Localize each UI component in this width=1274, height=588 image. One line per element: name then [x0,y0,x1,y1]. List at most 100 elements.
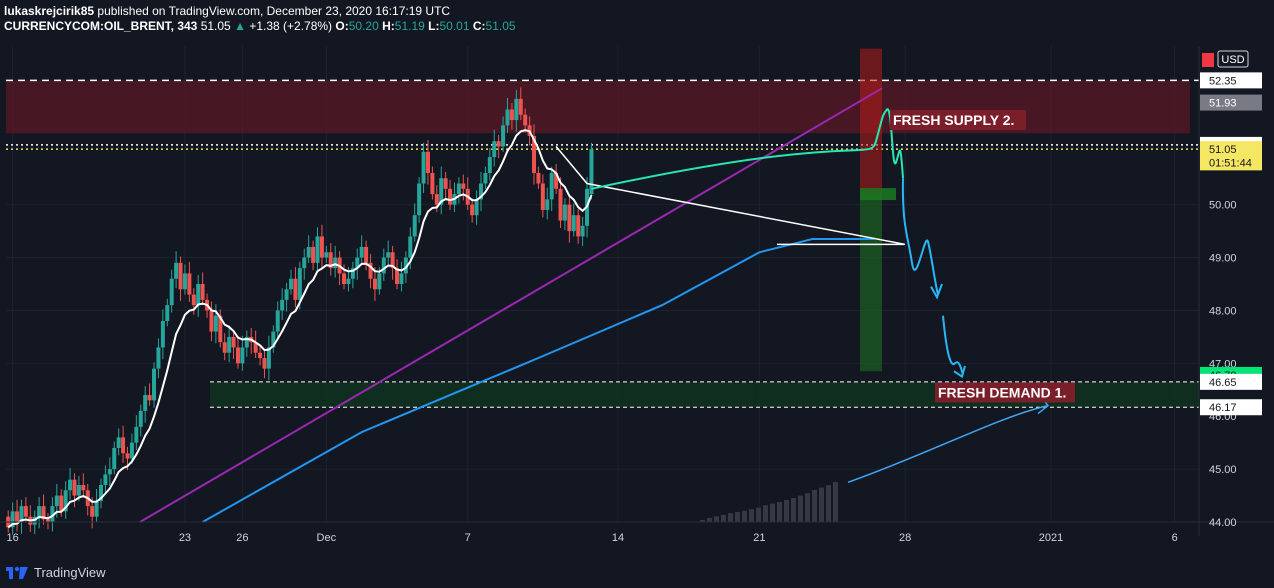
candle [227,325,232,363]
candle [284,282,289,312]
candle-body [417,183,422,216]
candle-body [514,98,519,121]
take-profit-box [860,194,882,372]
candle-body [165,305,170,322]
volume-bar [784,500,789,522]
candle-body [549,172,554,200]
candle-body [37,506,42,517]
volume-bar [721,514,726,522]
candle [200,272,205,306]
candle [196,275,201,317]
candle-body [297,268,302,300]
candle-body [470,204,475,216]
candle-body [134,426,139,443]
time-tick-label: 21 [753,532,765,544]
candle-body [474,199,479,216]
candle [536,166,541,189]
close-label: C: [472,19,486,33]
tradingview-brand[interactable]: TradingView [34,564,106,580]
candle-body [94,500,99,517]
volume-bar [805,493,810,522]
candle [355,248,360,280]
candle-body [288,278,293,290]
candle-body [54,495,59,507]
candle-body [116,437,121,448]
candle [501,116,506,152]
candle [368,253,373,289]
candle [23,497,28,522]
candle [182,264,187,295]
candle [165,298,170,327]
candle-body [439,178,444,205]
candle [540,174,545,218]
candle [107,457,112,487]
candle [138,404,143,437]
candle [571,203,576,237]
candle-body [412,215,417,237]
time-tick-label: 28 [899,532,911,544]
candle-body [10,511,15,528]
candle-body [364,246,369,263]
time-tick-label: Dec [317,532,337,544]
candle [395,259,400,290]
candle [430,166,435,200]
candle [240,335,245,371]
candle [178,256,183,301]
volume-bar [798,495,803,522]
time-tick-label: 23 [179,532,191,544]
candle-body [182,273,187,290]
candle [483,166,488,189]
candle [324,245,329,263]
volume-bar [728,513,733,522]
candle [134,415,139,451]
change-arrow-icon: ▲ [234,19,246,33]
volume-bar [819,487,824,522]
candle-body [523,114,528,126]
candle-body [399,273,404,284]
price-chart[interactable]: FRESH SUPPLY 2. FRESH DEMAND 1. 44.00 45.00… [0,0,1274,556]
candle [417,177,422,223]
candle [293,267,298,308]
candle-body [244,336,249,348]
demand-label: FRESH DEMAND 1. [935,382,1075,403]
candle-body [235,347,240,364]
candle-body [147,395,152,401]
candle-body [558,188,563,221]
candle-body [324,252,329,258]
publisher-name[interactable]: lukaskrejcirik85 [4,4,95,18]
candle-body [456,183,461,195]
candle-body [253,342,258,353]
candle [50,497,55,532]
candle-body [156,347,161,369]
symbol-name[interactable]: CURRENCYCOM:OIL_BRENT, 343 [4,19,198,33]
price-tick-label: 45.00 [1209,464,1237,476]
candle [174,251,179,289]
price-change: +1.38 (+2.78%) [249,19,333,33]
entry-marker [860,188,896,201]
last-price-flag [1202,53,1214,67]
candle [160,309,165,360]
tradingview-logo-icon[interactable] [6,565,28,579]
candle-body [209,310,214,332]
candle [231,330,236,360]
candle [275,301,280,340]
volume-bar [742,510,747,522]
candle [496,134,501,159]
annotation-text: FRESH SUPPLY 2. [893,112,1014,128]
candle-body [169,278,174,306]
candle [470,198,475,223]
candle [280,288,285,320]
candle [474,190,479,225]
candle [439,166,444,215]
candle [558,177,563,228]
projected-path-up [591,108,904,190]
candle [425,140,430,185]
currency-label: USD [1221,54,1244,66]
candle-body [315,236,320,263]
time-tick-label: 6 [1172,532,1178,544]
candle [37,497,42,529]
currency-badge [1217,50,1249,68]
candle [6,510,11,533]
candle [532,124,537,185]
price-tick-label: 49.00 [1209,253,1237,265]
